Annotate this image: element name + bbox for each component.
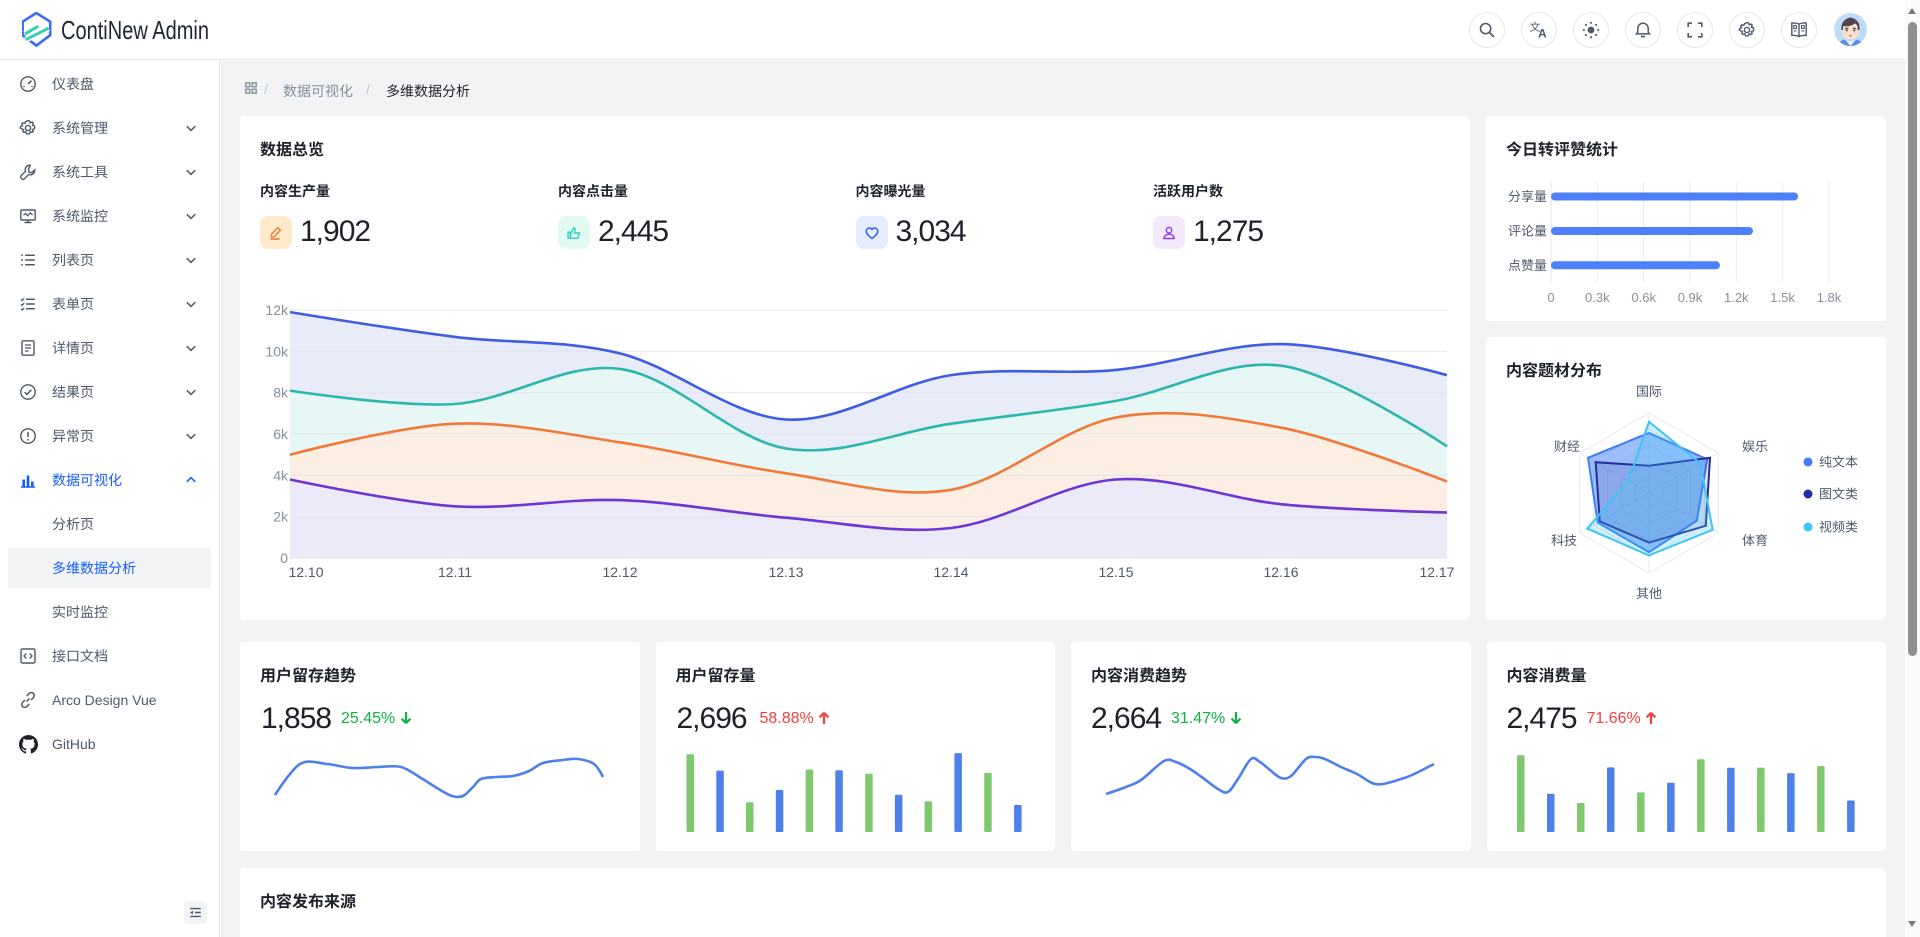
svg-text:A: A (1538, 27, 1547, 40)
svg-text:体育: 体育 (1742, 533, 1768, 548)
svg-text:评论量: 评论量 (1508, 224, 1547, 239)
svg-text:其他: 其他 (1636, 586, 1662, 601)
svg-text:财经: 财经 (1554, 439, 1580, 454)
svg-text:12.17: 12.17 (1419, 564, 1454, 580)
svg-text:12.15: 12.15 (1098, 564, 1133, 580)
svg-text:娱乐: 娱乐 (1742, 439, 1768, 454)
svg-text:图文类: 图文类 (1819, 487, 1858, 502)
svg-text:0: 0 (280, 550, 288, 566)
svg-text:0.3k: 0.3k (1585, 290, 1610, 305)
svg-text:1.8k: 1.8k (1817, 290, 1842, 305)
svg-text:1.5k: 1.5k (1770, 290, 1795, 305)
svg-text:科技: 科技 (1551, 533, 1577, 548)
svg-text:0: 0 (1547, 290, 1554, 305)
svg-text:1.2k: 1.2k (1724, 290, 1749, 305)
svg-text:国际: 国际 (1636, 384, 1662, 399)
svg-text:文: 文 (1530, 21, 1541, 35)
svg-text:12.11: 12.11 (438, 564, 472, 580)
svg-text:0.6k: 0.6k (1631, 290, 1656, 305)
svg-text:2k: 2k (273, 509, 289, 525)
svg-text:12.10: 12.10 (288, 564, 323, 580)
svg-text:12.13: 12.13 (768, 564, 803, 580)
svg-text:4k: 4k (273, 467, 289, 483)
svg-text:视频类: 视频类 (1819, 520, 1858, 535)
svg-text:0.9k: 0.9k (1678, 290, 1703, 305)
svg-text:12k: 12k (265, 302, 289, 318)
svg-text:8k: 8k (273, 385, 289, 401)
svg-text:分享量: 分享量 (1508, 189, 1547, 204)
svg-text:12.16: 12.16 (1263, 564, 1298, 580)
svg-text:12.14: 12.14 (933, 564, 968, 580)
svg-text:10k: 10k (265, 343, 289, 359)
svg-text:6k: 6k (273, 426, 289, 442)
svg-text:点赞量: 点赞量 (1508, 258, 1547, 273)
svg-text:纯文本: 纯文本 (1819, 455, 1858, 470)
svg-text:12.12: 12.12 (602, 564, 637, 580)
